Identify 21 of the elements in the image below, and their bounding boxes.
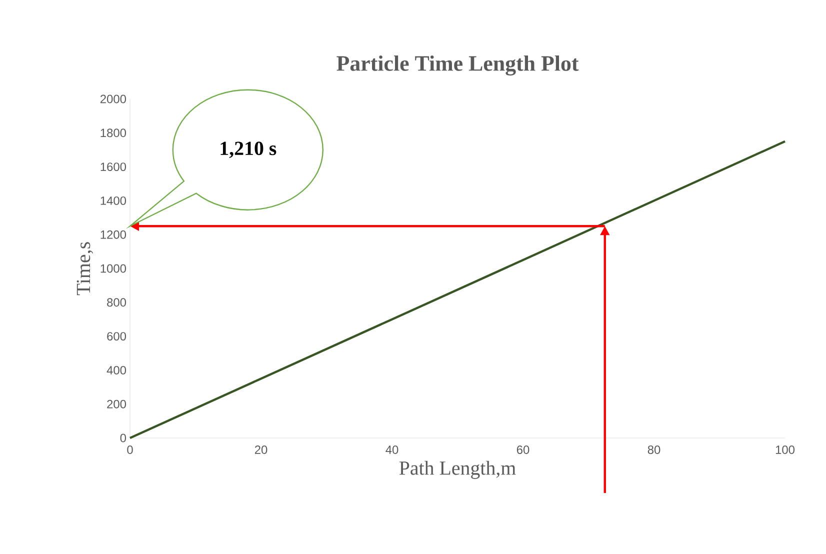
y-tick-label: 1400 [100, 196, 126, 205]
y-tick-label: 800 [107, 298, 126, 307]
y-tick-label: 1200 [100, 230, 126, 239]
y-tick-label: 200 [107, 400, 126, 408]
x-tick-label: 100 [776, 446, 795, 454]
y-tick-label: 2000 [100, 94, 126, 104]
x-tick-label: 0 [127, 446, 133, 454]
y-tick-label: 1000 [100, 264, 126, 273]
annotation: 1,210 s [220, 142, 276, 158]
chart-title: Particle Time Length Plot [336, 55, 579, 76]
y-axis-title: Time,s [76, 242, 94, 296]
x-tick-label: 60 [516, 446, 530, 454]
x-tick-label: 80 [648, 446, 660, 454]
x-tick-label: 20 [254, 446, 268, 454]
y-tick-label: 400 [106, 366, 126, 374]
x-axis-title: Path Length,m [399, 460, 516, 479]
x-tick-label: 40 [386, 446, 398, 454]
y-tick-label: 1800 [100, 128, 126, 138]
y-tick-label: 0 [120, 434, 126, 442]
y-tick-label: 600 [107, 332, 126, 341]
y-tick-label: 1600 [100, 162, 126, 172]
